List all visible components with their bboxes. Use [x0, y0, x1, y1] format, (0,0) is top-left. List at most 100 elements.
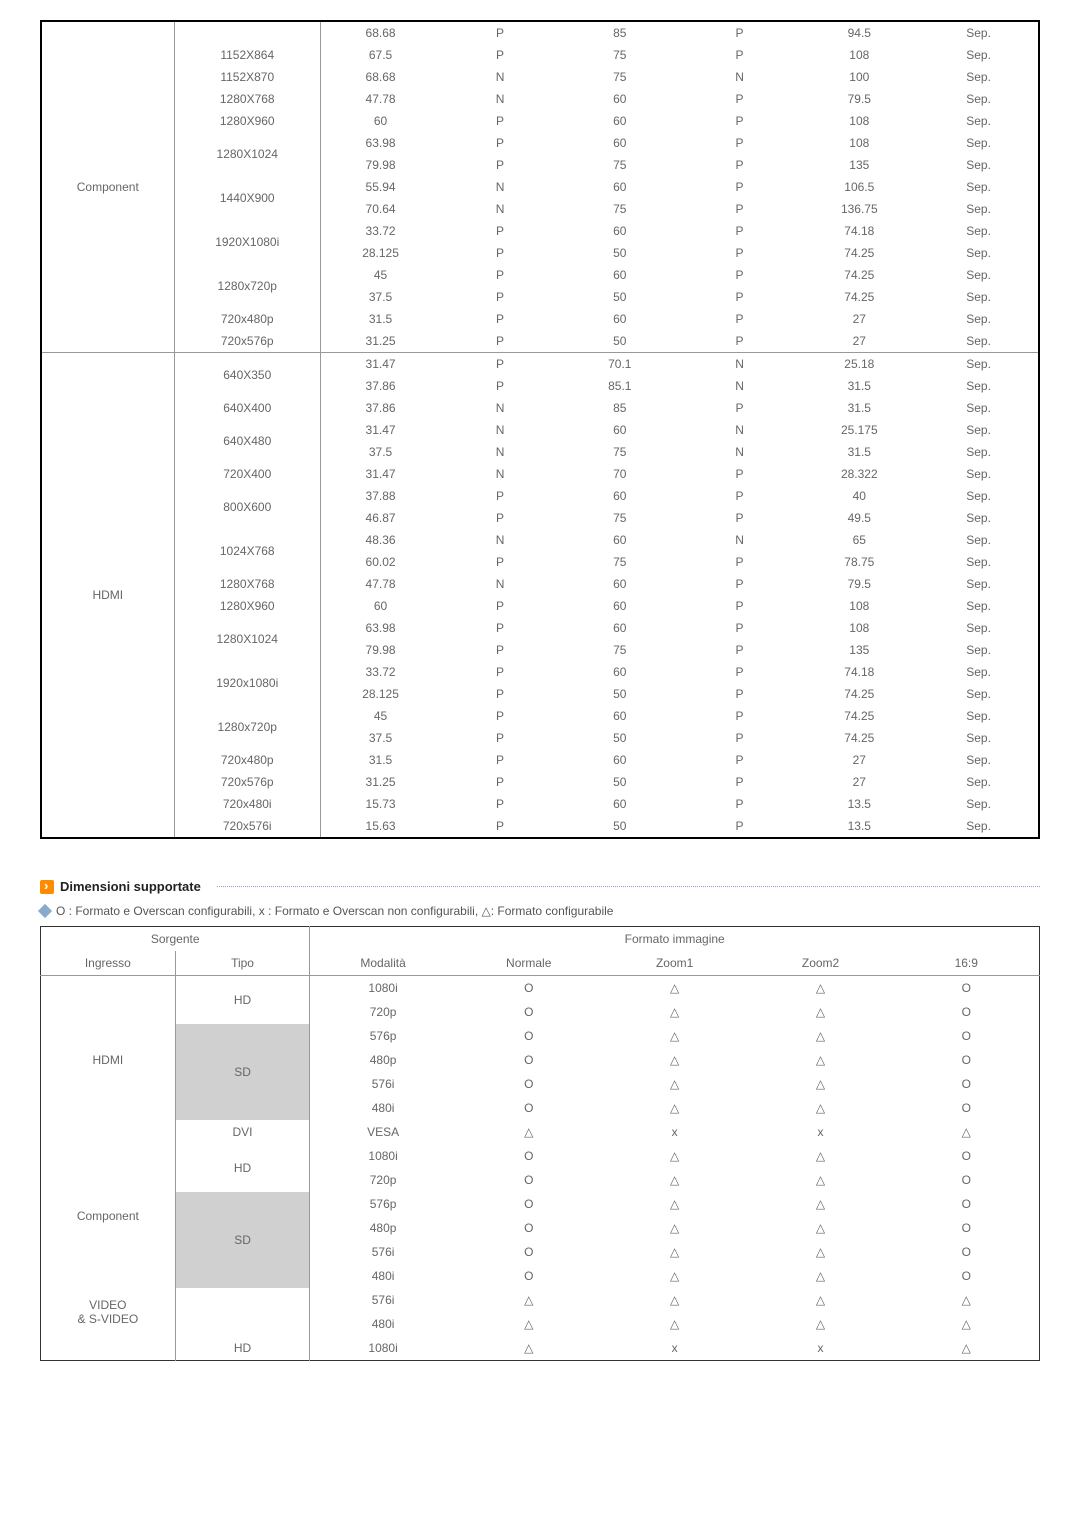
value-cell: 63.98 [320, 132, 440, 154]
value-cell: △ [456, 1288, 602, 1312]
value-cell: △ [894, 1312, 1040, 1336]
value-cell: 37.5 [320, 441, 440, 463]
value-cell: P [440, 308, 560, 330]
value-cell: △ [748, 976, 894, 1001]
header-formato: Formato immagine [310, 927, 1040, 952]
value-cell: 48.36 [320, 529, 440, 551]
value-cell: 720p [310, 1000, 456, 1024]
value-cell: Sep. [919, 573, 1039, 595]
value-cell: P [440, 286, 560, 308]
value-cell: △ [602, 1072, 748, 1096]
value-cell: 33.72 [320, 661, 440, 683]
value-cell: P [680, 551, 800, 573]
value-cell: VESA [310, 1120, 456, 1144]
table-row: HDMIHD1080iO△△O [41, 976, 1040, 1001]
resolution-cell: 1152X864 [174, 44, 320, 66]
legend-row: O : Formato e Overscan configurabili, x … [40, 904, 1040, 918]
table-row: 1152X87068.68N75N100Sep. [41, 66, 1039, 88]
value-cell: 1080i [310, 976, 456, 1001]
value-cell: Sep. [919, 66, 1039, 88]
value-cell: Sep. [919, 793, 1039, 815]
value-cell: P [680, 264, 800, 286]
value-cell: O [894, 1240, 1040, 1264]
value-cell: △ [456, 1336, 602, 1361]
value-cell: △ [748, 1312, 894, 1336]
table-row: 720X40031.47N70P28.322Sep. [41, 463, 1039, 485]
value-cell: 31.5 [799, 397, 919, 419]
value-cell: Sep. [919, 463, 1039, 485]
value-cell: 28.322 [799, 463, 919, 485]
value-cell: O [456, 1024, 602, 1048]
value-cell: Sep. [919, 397, 1039, 419]
value-cell: 60 [560, 749, 680, 771]
value-cell: P [440, 727, 560, 749]
value-cell: △ [602, 1144, 748, 1168]
value-cell: Sep. [919, 198, 1039, 220]
value-cell: 75 [560, 551, 680, 573]
value-cell: O [456, 1144, 602, 1168]
value-cell: 75 [560, 507, 680, 529]
value-cell: △ [748, 1048, 894, 1072]
value-cell: O [456, 1000, 602, 1024]
value-cell: 74.25 [799, 264, 919, 286]
value-cell: P [440, 330, 560, 353]
value-cell: P [680, 793, 800, 815]
value-cell: P [680, 44, 800, 66]
value-cell: P [440, 683, 560, 705]
resolution-cell: 1280X768 [174, 573, 320, 595]
value-cell: 100 [799, 66, 919, 88]
value-cell: 27 [799, 330, 919, 353]
value-cell: P [440, 485, 560, 507]
resolution-cell: 720x576p [174, 330, 320, 353]
value-cell: 135 [799, 154, 919, 176]
value-cell: 37.5 [320, 286, 440, 308]
value-cell: △ [456, 1312, 602, 1336]
value-cell: 480p [310, 1048, 456, 1072]
table-row: HD1080i△xx△ [41, 1336, 1040, 1361]
value-cell: Sep. [919, 595, 1039, 617]
value-cell: 55.94 [320, 176, 440, 198]
value-cell: 68.68 [320, 66, 440, 88]
ingresso-cell: Component [41, 1144, 176, 1288]
value-cell: 576i [310, 1288, 456, 1312]
dotted-line [217, 886, 1040, 887]
value-cell: 108 [799, 44, 919, 66]
value-cell: O [456, 1216, 602, 1240]
resolution-cell: 1280x720p [174, 705, 320, 749]
column-header: Zoom2 [748, 951, 894, 976]
value-cell: Sep. [919, 551, 1039, 573]
table-row: SD576pO△△O [41, 1192, 1040, 1216]
value-cell: P [680, 330, 800, 353]
value-cell: P [440, 771, 560, 793]
dimensions-table: SorgenteFormato immagineIngressoTipoModa… [40, 926, 1040, 1361]
value-cell: 74.25 [799, 286, 919, 308]
value-cell: P [680, 771, 800, 793]
value-cell: △ [748, 1288, 894, 1312]
value-cell: 46.87 [320, 507, 440, 529]
value-cell: 27 [799, 771, 919, 793]
tipo-cell: SD [175, 1024, 310, 1120]
value-cell: 60 [320, 110, 440, 132]
value-cell: 68.68 [320, 21, 440, 44]
table-row: DVIVESA△xx△ [41, 1120, 1040, 1144]
value-cell: 75 [560, 639, 680, 661]
value-cell: O [894, 1096, 1040, 1120]
value-cell: P [440, 793, 560, 815]
resolution-cell: 1280X1024 [174, 132, 320, 176]
value-cell: Sep. [919, 21, 1039, 44]
ingresso-cell: HDMI [41, 976, 176, 1145]
value-cell: P [680, 242, 800, 264]
value-cell: 27 [799, 749, 919, 771]
value-cell: P [440, 353, 560, 376]
value-cell: Sep. [919, 242, 1039, 264]
value-cell: △ [748, 1072, 894, 1096]
table-row: 1280x720p45P60P74.25Sep. [41, 705, 1039, 727]
value-cell: △ [748, 1168, 894, 1192]
value-cell: P [440, 617, 560, 639]
value-cell: 60 [560, 419, 680, 441]
value-cell: Sep. [919, 375, 1039, 397]
value-cell: △ [602, 1168, 748, 1192]
value-cell: 60 [560, 793, 680, 815]
table-row: SD576pO△△O [41, 1024, 1040, 1048]
value-cell: x [602, 1120, 748, 1144]
